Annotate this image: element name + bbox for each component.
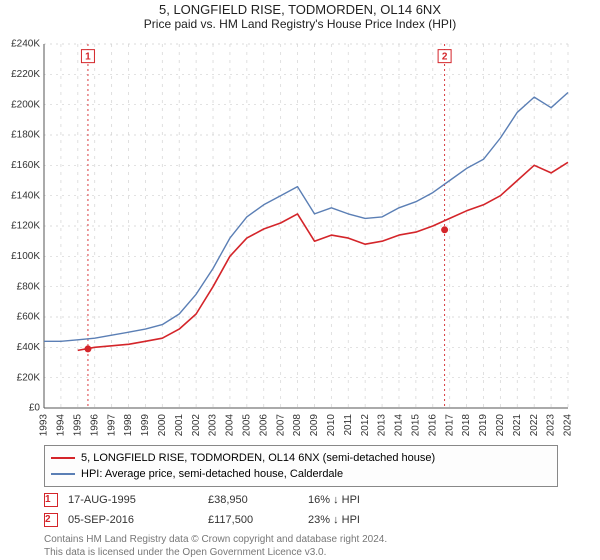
footer-line-2: This data is licensed under the Open Gov… [44,547,558,560]
x-tick-label: 1993 [39,414,50,437]
x-tick-label: 2003 [208,414,219,437]
x-tick-label: 2019 [478,414,489,437]
x-tick-label: 1994 [56,414,67,437]
y-tick-label: £200K [11,99,40,110]
sale-row: 1 17-AUG-1995£38,95016% ↓ HPI [44,490,558,510]
x-tick-label: 1999 [140,414,151,437]
x-tick-label: 2001 [174,414,185,437]
y-tick-label: £0 [29,403,41,414]
y-tick-label: £60K [17,312,41,323]
sale-date: 17-AUG-1995 [68,494,208,506]
legend-row: 5, LONGFIELD RISE, TODMORDEN, OL14 6NX (… [51,450,551,466]
x-tick-label: 2000 [157,414,168,437]
sales-table: 1 17-AUG-1995£38,95016% ↓ HPI 2 05-SEP-2016… [44,490,558,530]
y-tick-label: £180K [11,130,40,141]
x-tick-label: 2011 [343,414,354,436]
chart-marker-label: 1 [85,51,91,62]
x-tick-label: 2007 [275,414,286,437]
y-tick-label: £80K [17,281,41,292]
legend-label: HPI: Average price, semi-detached house,… [81,468,343,480]
legend-row: HPI: Average price, semi-detached house,… [51,466,551,482]
sale-row: 2 05-SEP-2016£117,50023% ↓ HPI [44,510,558,530]
x-tick-label: 2012 [360,414,371,437]
sale-pct-vs-hpi: 16% ↓ HPI [308,494,448,506]
sale-price: £117,500 [208,514,308,526]
x-tick-label: 2008 [292,414,303,437]
x-tick-label: 2016 [427,414,438,437]
chart-marker-label: 2 [442,51,448,62]
legend-swatch [51,473,75,475]
legend-swatch [51,457,75,459]
x-tick-label: 2022 [529,414,540,437]
x-tick-label: 2020 [495,414,506,437]
sale-pct-vs-hpi: 23% ↓ HPI [308,514,448,526]
x-tick-label: 2021 [512,414,523,437]
x-tick-label: 2005 [241,414,252,437]
x-tick-label: 2009 [309,414,320,437]
sale-date: 05-SEP-2016 [68,514,208,526]
sale-price: £38,950 [208,494,308,506]
legend: 5, LONGFIELD RISE, TODMORDEN, OL14 6NX (… [44,445,558,487]
legend-label: 5, LONGFIELD RISE, TODMORDEN, OL14 6NX (… [81,452,435,464]
x-tick-label: 1997 [106,414,117,437]
sale-marker-box: 2 [44,513,58,527]
x-tick-label: 2014 [394,414,405,437]
x-tick-label: 2010 [326,414,337,437]
series-line-hpi [44,93,568,342]
x-tick-label: 2015 [411,414,422,437]
x-tick-label: 2004 [225,414,236,437]
price-chart: 1993 1994 1995 1996 1997 1998 1999 2000 2001 2002… [0,0,600,440]
sale-marker-box: 1 [44,493,58,507]
x-tick-label: 2006 [258,414,269,437]
footer-line-1: Contains HM Land Registry data © Crown c… [44,534,558,547]
y-tick-label: £140K [11,190,40,201]
y-tick-label: £20K [17,372,41,383]
y-tick-label: £160K [11,160,40,171]
x-tick-label: 2023 [546,414,557,437]
x-tick-label: 2017 [444,414,455,437]
y-tick-label: £120K [11,221,40,232]
x-tick-label: 2013 [377,414,388,437]
y-tick-label: £240K [11,39,40,50]
x-tick-label: 1996 [89,414,100,437]
y-tick-label: £100K [11,251,40,262]
footer-credits: Contains HM Land Registry data © Crown c… [44,534,558,559]
y-tick-label: £40K [17,342,41,353]
x-tick-label: 2024 [563,414,574,437]
x-tick-label: 2002 [191,414,202,437]
x-tick-label: 1998 [123,414,134,437]
x-tick-label: 2018 [461,414,472,437]
y-tick-label: £220K [11,69,40,80]
x-tick-label: 1995 [72,414,83,437]
